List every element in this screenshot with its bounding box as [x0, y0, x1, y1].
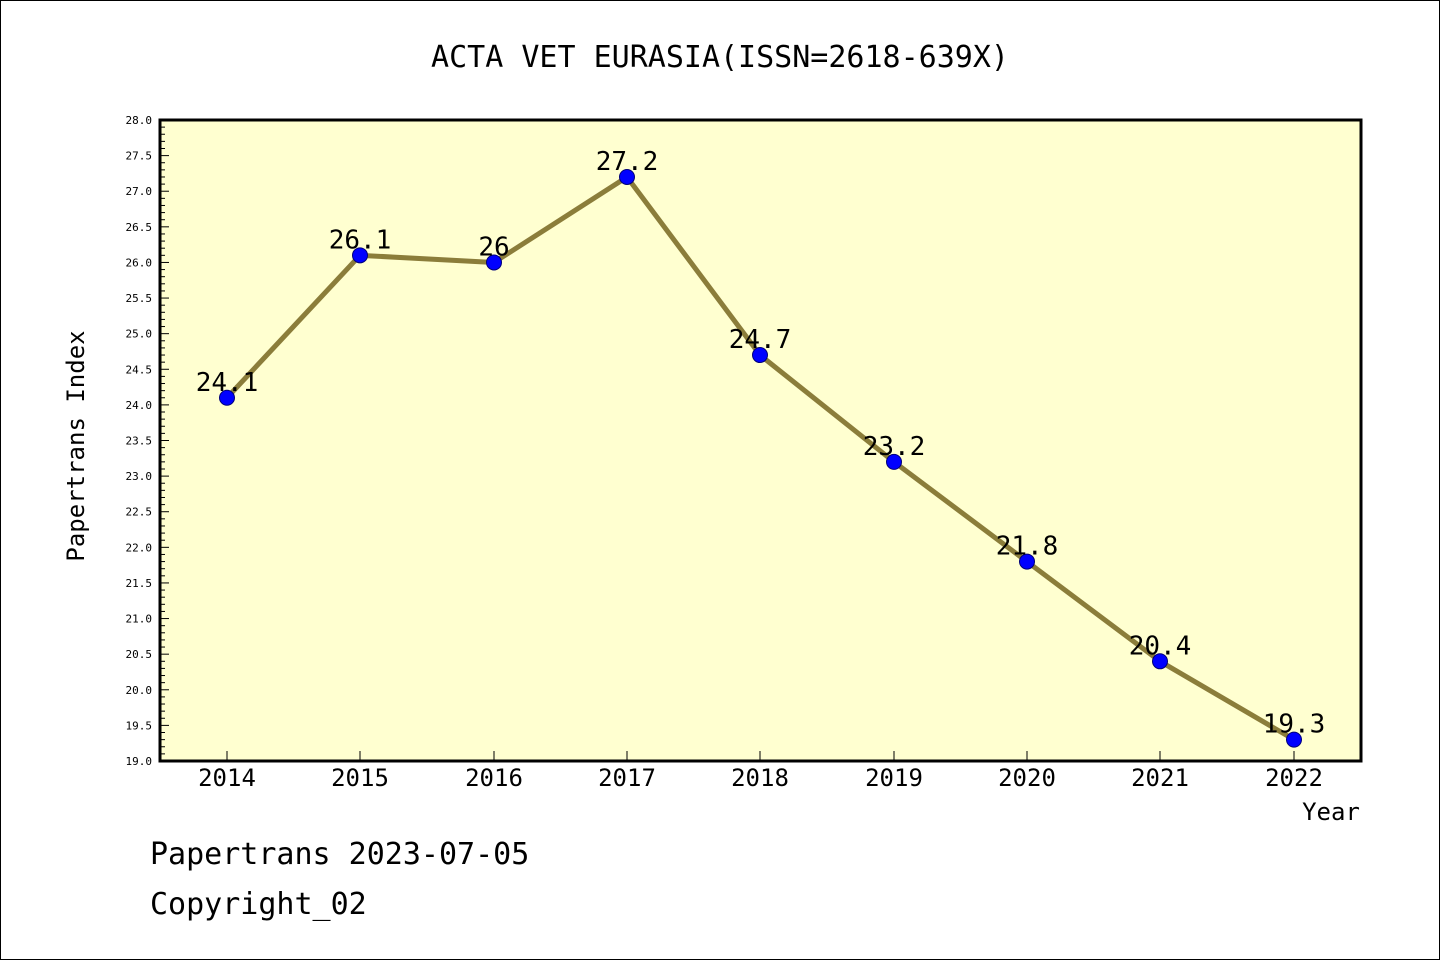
- data-point-marker: [752, 347, 768, 364]
- data-point-marker: [1286, 731, 1302, 748]
- footer-copyright-text: Copyright_02: [150, 887, 367, 922]
- data-label: 27.2: [596, 147, 659, 177]
- x-tick-label: 2016: [465, 764, 523, 792]
- data-point-marker: [486, 254, 502, 271]
- y-tick-label: 21.5: [126, 577, 153, 590]
- x-tick-label: 2019: [865, 764, 923, 792]
- y-tick-label: 27.0: [126, 185, 153, 198]
- data-label: 24.7: [729, 325, 792, 355]
- y-tick-label: 20.5: [126, 648, 153, 661]
- footer-date-text: Papertrans 2023-07-05: [150, 837, 529, 872]
- x-tick-label: 2020: [998, 764, 1056, 792]
- chart-title: ACTA VET EURASIA(ISSN=2618-639X): [431, 40, 1009, 75]
- data-point-marker: [352, 247, 368, 264]
- y-tick-label: 25.5: [126, 292, 153, 305]
- y-axis-title: Papertrans Index: [62, 330, 90, 561]
- data-point-marker: [1019, 553, 1035, 570]
- data-label-layer: 24.1 26.1 26 27.2 24.7 23.2 21.8 20.4 19.3: [196, 147, 1326, 740]
- y-tick-label: 19.5: [126, 719, 153, 732]
- x-tick-label: 2014: [198, 764, 256, 792]
- data-label: 26.1: [329, 225, 392, 255]
- y-tick-label: 26.0: [126, 256, 153, 269]
- marker-layer: [219, 168, 1302, 748]
- plot-area: [160, 120, 1361, 761]
- y-tick-label: 25.0: [126, 328, 153, 341]
- data-label: 21.8: [996, 532, 1059, 562]
- y-tick-label: 24.5: [126, 363, 153, 376]
- y-axis: 19.0 19.5 20.0 20.5 21.0 21.5 22.0 22.5 23.0 23.5…: [126, 114, 169, 768]
- x-tick-label: 2015: [331, 764, 389, 792]
- y-tick-label: 22.5: [126, 506, 153, 519]
- y-tick-label: 27.5: [126, 150, 153, 163]
- data-label: 20.4: [1129, 631, 1192, 661]
- data-point-marker: [886, 453, 902, 470]
- y-tick-label: 23.0: [126, 470, 153, 483]
- y-tick-label: 20.0: [126, 684, 153, 697]
- y-tick-label: 23.5: [126, 435, 153, 448]
- plot-border: [158, 118, 1363, 763]
- data-point-marker: [1152, 653, 1168, 670]
- data-label: 19.3: [1263, 710, 1326, 740]
- y-tick-label: 24.0: [126, 399, 153, 412]
- y-tick-label: 26.5: [126, 221, 153, 234]
- data-label: 24.1: [196, 368, 259, 398]
- y-tick-label: 28.0: [126, 114, 153, 127]
- x-axis: 2014 2015 2016 2017 2018 2019 2020 2021 2022: [198, 751, 1323, 792]
- x-tick-label: 2021: [1131, 764, 1189, 792]
- x-tick-label: 2018: [731, 764, 789, 792]
- data-label: 23.2: [863, 432, 926, 462]
- data-label: 26: [478, 232, 509, 262]
- data-point-marker: [619, 168, 635, 185]
- data-point-marker: [219, 389, 235, 406]
- x-axis-title: Year: [1302, 798, 1360, 826]
- x-tick-label: 2022: [1265, 764, 1323, 792]
- x-tick-label: 2017: [598, 764, 656, 792]
- y-tick-label: 19.0: [126, 755, 153, 768]
- y-tick-label: 22.0: [126, 541, 153, 554]
- y-tick-label: 21.0: [126, 613, 153, 626]
